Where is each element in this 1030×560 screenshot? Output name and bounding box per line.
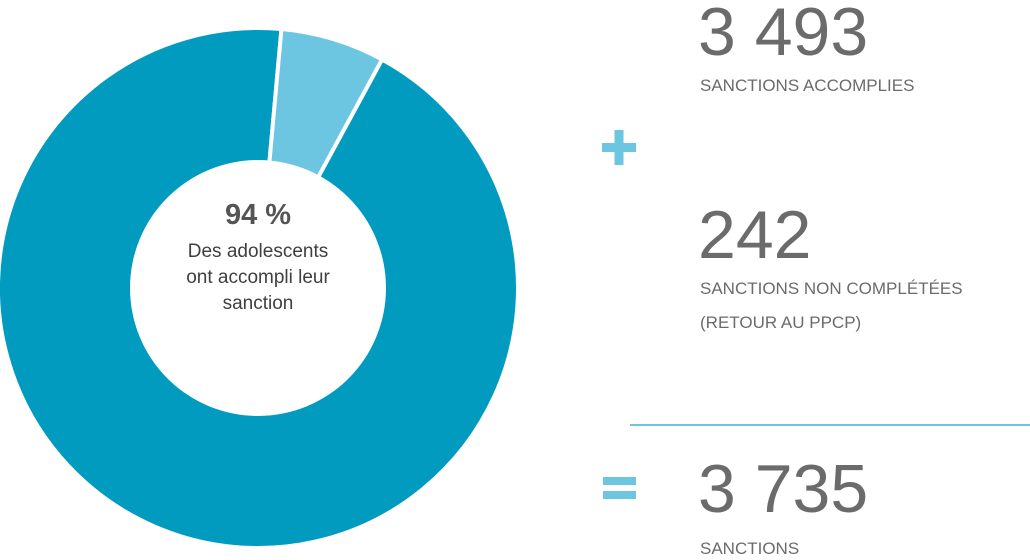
plus-bar xyxy=(614,130,624,165)
center-line: Des adolescents xyxy=(188,241,328,262)
plus-sign xyxy=(602,130,636,165)
equals-bar xyxy=(603,491,636,499)
center-value: 94 % xyxy=(225,199,291,231)
center-line: ont accompli leur xyxy=(186,267,330,288)
figure-value: 3 493 xyxy=(698,0,868,70)
figure-caption: (RETOUR AU PPCP) xyxy=(700,313,861,332)
center-text: Des adolescents ont accompli leur sanction xyxy=(186,241,330,314)
total-value: 3 735 xyxy=(698,451,868,527)
equals-sign xyxy=(603,477,636,499)
equals-bar xyxy=(603,477,636,485)
center-line: sanction xyxy=(223,293,294,314)
donut-hole xyxy=(130,160,386,416)
figure-value: 242 xyxy=(698,197,811,273)
total-caption: SANCTIONS xyxy=(700,539,799,558)
figures: 3 493 SANCTIONS ACCOMPLIES 242 SANCTIONS NO… xyxy=(698,0,963,558)
figure-caption: SANCTIONS NON COMPLÉTÉES xyxy=(700,279,963,298)
figure-caption: SANCTIONS ACCOMPLIES xyxy=(700,76,914,95)
